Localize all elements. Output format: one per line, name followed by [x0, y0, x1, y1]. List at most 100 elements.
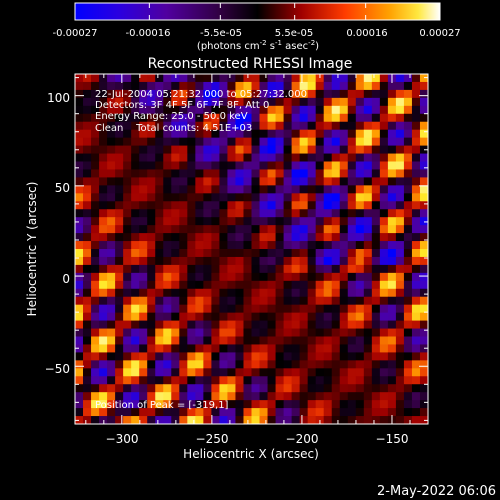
- heatmap-cell: [131, 360, 140, 369]
- heatmap-cell: [115, 113, 124, 123]
- heatmap-cell: [91, 376, 100, 385]
- heatmap-cell: [219, 336, 228, 345]
- heatmap-cell: [419, 193, 429, 202]
- heatmap-cell: [387, 304, 397, 314]
- heatmap-cell: [211, 209, 220, 218]
- heatmap-cell: [99, 344, 108, 353]
- heatmap-cell: [139, 169, 148, 178]
- heatmap-cell: [179, 272, 188, 282]
- heatmap-cell: [195, 74, 204, 83]
- heatmap-cell: [411, 241, 421, 250]
- heatmap-cell: [131, 320, 140, 329]
- heatmap-cell: [267, 336, 276, 345]
- heatmap-cell: [147, 376, 156, 385]
- heatmap-cell: [107, 97, 116, 107]
- heatmap-cell: [371, 113, 381, 123]
- heatmap-cell: [163, 185, 172, 194]
- heatmap-cell: [371, 328, 381, 337]
- heatmap-cell: [267, 416, 276, 425]
- heatmap-cell: [339, 217, 349, 226]
- heatmap-cell: [147, 241, 156, 250]
- heatmap-cell: [355, 376, 365, 385]
- heatmap-cell: [363, 368, 373, 377]
- heatmap-cell: [163, 121, 172, 131]
- heatmap-cell: [195, 392, 204, 401]
- heatmap-cell: [331, 312, 341, 321]
- heatmap-cell: [235, 336, 244, 345]
- heatmap-cell: [371, 264, 381, 274]
- heatmap-cell: [395, 272, 405, 282]
- heatmap-cell: [163, 312, 172, 321]
- heatmap-cell: [403, 217, 413, 226]
- heatmap-cell: [291, 145, 301, 154]
- heatmap-cell: [155, 89, 164, 99]
- heatmap-cell: [283, 256, 293, 266]
- heatmap-cell: [291, 89, 301, 99]
- heatmap-cell: [179, 153, 188, 162]
- heatmap-cell: [395, 392, 405, 401]
- heatmap-cell: [219, 145, 228, 154]
- heatmap-cell: [379, 89, 389, 99]
- heatmap-cell: [347, 129, 357, 139]
- heatmap-cell: [243, 137, 252, 146]
- heatmap-cell: [219, 113, 228, 123]
- heatmap-cell: [403, 320, 413, 329]
- heatmap-cell: [227, 360, 236, 369]
- heatmap-cell: [387, 225, 397, 234]
- heatmap-cell: [379, 241, 389, 250]
- heatmap-cell: [323, 256, 333, 266]
- heatmap-cell: [179, 74, 188, 83]
- heatmap-cell: [131, 352, 140, 361]
- heatmap-cell: [371, 312, 381, 321]
- heatmap-cell: [331, 153, 341, 162]
- heatmap-cell: [139, 272, 148, 282]
- heatmap-cell: [147, 89, 156, 99]
- heatmap-cell: [275, 416, 284, 425]
- heatmap-cell: [211, 368, 220, 377]
- heatmap-cell: [147, 193, 156, 202]
- heatmap-cell: [115, 320, 124, 329]
- heatmap-cell: [275, 81, 284, 91]
- heatmap-cell: [123, 225, 132, 234]
- heatmap-cell: [227, 296, 236, 306]
- heatmap-cell: [411, 249, 421, 258]
- heatmap-cell: [155, 185, 164, 194]
- heatmap-cell: [323, 272, 333, 282]
- heatmap-cell: [235, 74, 244, 83]
- heatmap-cell: [355, 209, 365, 218]
- heatmap-cell: [155, 352, 164, 361]
- heatmap-cell: [187, 272, 196, 282]
- heatmap-cell: [211, 312, 220, 321]
- heatmap-cell: [339, 161, 349, 170]
- chart-title: Reconstructed RHESSI Image: [148, 56, 353, 72]
- heatmap-cell: [331, 209, 341, 218]
- heatmap-cell: [163, 129, 172, 139]
- heatmap-cell: [419, 113, 429, 123]
- heatmap-cell: [283, 416, 293, 425]
- heatmap-cell: [115, 89, 124, 99]
- heatmap-cell: [419, 97, 429, 107]
- heatmap-cell: [267, 217, 276, 226]
- heatmap-cell: [251, 121, 260, 131]
- heatmap-cell: [115, 336, 124, 345]
- heatmap-cell: [371, 185, 381, 194]
- heatmap-cell: [107, 225, 116, 234]
- heatmap-cell: [275, 217, 284, 226]
- heatmap-cell: [123, 400, 132, 409]
- heatmap-cell: [355, 408, 365, 417]
- heatmap-cell: [299, 336, 309, 345]
- heatmap-cell: [251, 161, 260, 170]
- heatmap-cell: [331, 145, 341, 154]
- heatmap-cell: [411, 153, 421, 162]
- heatmap-cell: [107, 113, 116, 123]
- heatmap-cell: [171, 320, 180, 329]
- heatmap-cell: [371, 233, 381, 242]
- heatmap-cell: [331, 225, 341, 234]
- heatmap-cell: [75, 241, 84, 250]
- heatmap-cell: [387, 288, 397, 298]
- x-tick-label: −300: [106, 432, 139, 446]
- heatmap-cell: [195, 241, 204, 250]
- heatmap-cell: [227, 161, 236, 170]
- heatmap-cell: [355, 233, 365, 242]
- heatmap-cell: [403, 209, 413, 218]
